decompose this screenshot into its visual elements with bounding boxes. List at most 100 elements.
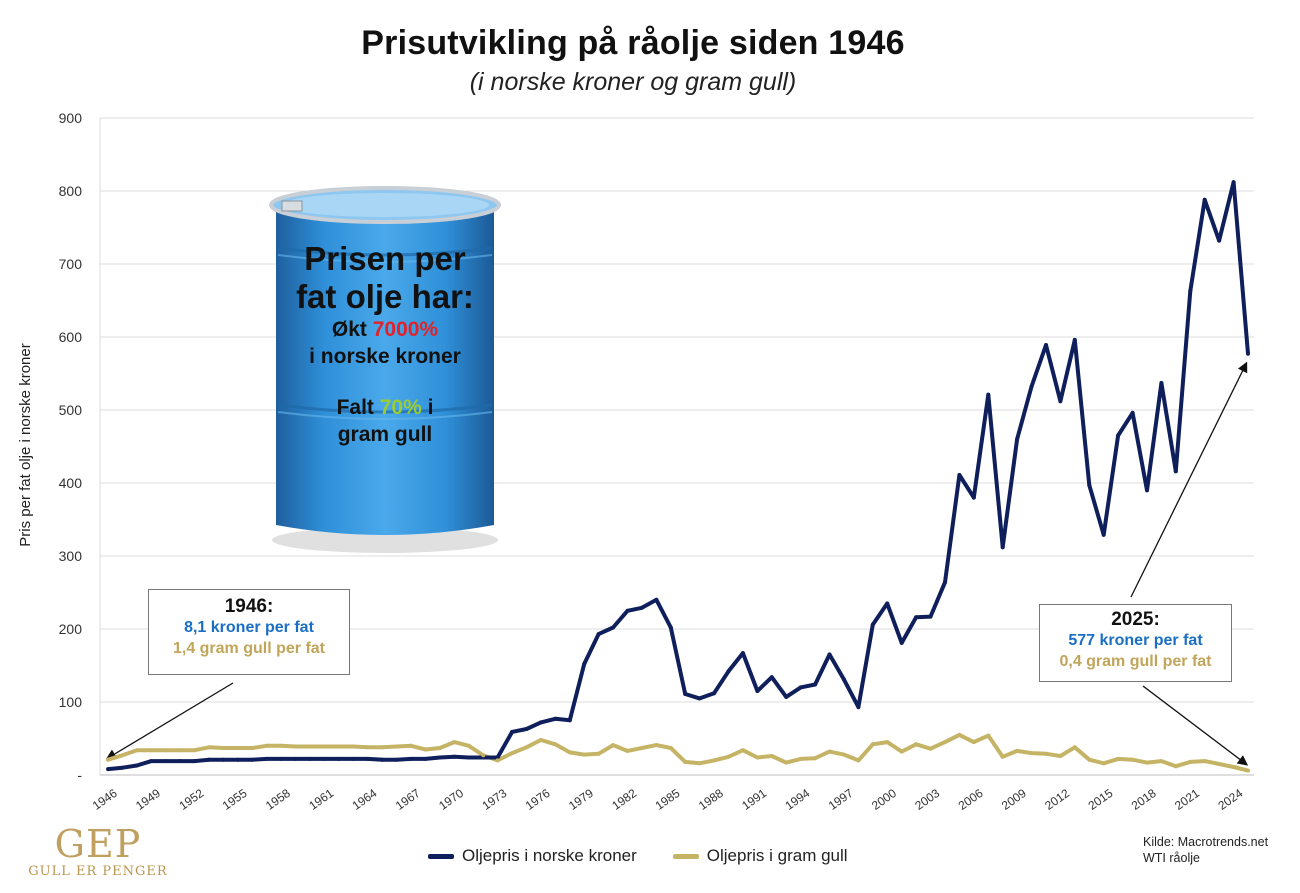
y-tick-label: 500: [59, 402, 83, 418]
data-point: [1058, 399, 1063, 404]
data-point: [1130, 410, 1135, 415]
data-point: [409, 756, 413, 761]
source-line-2: WTI råolje: [1143, 851, 1200, 865]
data-point: [784, 694, 789, 699]
data-point: [928, 746, 933, 751]
legend-label-gold: Oljepris i gram gull: [706, 846, 848, 865]
data-point: [553, 742, 558, 747]
data-point: [1202, 759, 1207, 764]
x-tick-label: 2024: [1215, 786, 1245, 813]
data-point: [293, 744, 298, 749]
x-tick-label: 1973: [479, 786, 509, 813]
data-point: [769, 754, 774, 758]
data-point: [394, 744, 399, 749]
data-point: [625, 748, 630, 753]
data-point: [279, 743, 284, 748]
legend-swatch-gold: [672, 853, 699, 859]
data-point: [740, 651, 745, 656]
x-axis: 1946 1949 1952 1955 1958 1961 1964 1967 1970 1973…: [90, 786, 1246, 813]
data-point: [1072, 745, 1077, 750]
data-point: [1246, 351, 1250, 356]
x-tick-label: 2018: [1129, 786, 1159, 813]
data-point: [1173, 764, 1178, 769]
data-point: [769, 675, 774, 680]
data-point: [1130, 757, 1135, 762]
data-point: [668, 746, 673, 750]
legend-swatch-nok: [428, 853, 454, 859]
data-point: [322, 744, 327, 749]
data-point: [683, 759, 688, 764]
data-point: [943, 580, 947, 585]
data-point: [264, 756, 269, 761]
data-point: [1173, 469, 1178, 474]
barrel-increase-value: 7000%: [372, 318, 439, 341]
annotation-2025-gold: 0,4 gram gull per fat: [1059, 653, 1212, 670]
data-point: [813, 682, 818, 687]
data-point: [582, 662, 587, 666]
data-point: [567, 718, 572, 723]
data-point: [106, 757, 110, 762]
data-point: [524, 745, 529, 750]
barrel-message: Prisen per fat olje har: Økt 7000% i nor…: [270, 240, 500, 448]
data-point: [452, 740, 457, 745]
data-point: [1159, 759, 1164, 764]
x-tick-label: 1976: [523, 786, 553, 813]
oil-barrel-illustration: [269, 186, 501, 553]
data-point: [149, 748, 154, 753]
y-tick-label: 600: [59, 329, 83, 345]
data-point: [885, 601, 890, 606]
x-tick-label: 1958: [263, 786, 293, 813]
data-point: [106, 767, 110, 772]
x-tick-label: 2006: [956, 786, 986, 813]
data-point: [827, 652, 832, 657]
data-point: [1246, 768, 1250, 773]
data-point: [712, 691, 717, 696]
annotation-1946-nok: 8,1 kroner per fat: [184, 619, 314, 636]
x-tick-label: 1997: [826, 786, 856, 813]
data-point: [192, 748, 197, 753]
annotation-2025-nok: 577 kroner per fat: [1068, 632, 1203, 649]
data-point: [1145, 760, 1149, 765]
annotation-1946-year: 1946:: [224, 596, 274, 617]
data-point: [1015, 437, 1020, 442]
data-point: [1029, 384, 1034, 389]
annotation-arrows: [105, 361, 1249, 766]
data-point: [351, 744, 356, 749]
data-point: [1015, 748, 1020, 753]
data-point: [596, 751, 601, 756]
data-point: [1044, 751, 1048, 756]
data-point: [178, 759, 183, 764]
data-point: [1202, 197, 1207, 202]
annotation-1946: 1946: 8,1 kroner per fat 1,4 gram gull p…: [148, 589, 350, 675]
barrel-line-4: i norske kroner: [309, 345, 461, 368]
data-point: [1000, 545, 1005, 550]
legend-item-gold: Oljepris i gram gull: [672, 846, 848, 866]
x-tick-label: 1970: [436, 786, 466, 813]
x-tick-label: 1985: [653, 786, 683, 813]
data-point: [899, 640, 904, 645]
data-point: [870, 742, 875, 747]
data-point: [1101, 761, 1106, 766]
barrel-decrease-suffix: i: [421, 396, 434, 419]
data-point: [1116, 433, 1121, 438]
barrel-line-3: Økt 7000%: [270, 316, 500, 343]
data-point: [957, 473, 962, 477]
x-tick-label: 2021: [1172, 786, 1202, 813]
data-point: [596, 632, 601, 637]
legend-item-nok: Oljepris i norske kroner: [428, 846, 637, 866]
series-line-gold: [107, 732, 1249, 773]
data-point: [192, 759, 197, 764]
data-point: [841, 677, 846, 682]
data-point: [279, 756, 284, 761]
data-point: [1188, 759, 1193, 764]
series-points-nok: [106, 180, 1250, 772]
x-tick-label: 2015: [1086, 786, 1116, 813]
data-point: [1231, 765, 1236, 769]
data-point: [380, 745, 385, 750]
barrel-line-5: Falt 70% i: [270, 394, 500, 421]
x-tick-label: 1982: [609, 786, 639, 813]
data-point: [466, 755, 471, 760]
barrel-line-6: gram gull: [337, 423, 433, 446]
data-point: [1159, 381, 1164, 385]
data-point: [668, 625, 673, 630]
